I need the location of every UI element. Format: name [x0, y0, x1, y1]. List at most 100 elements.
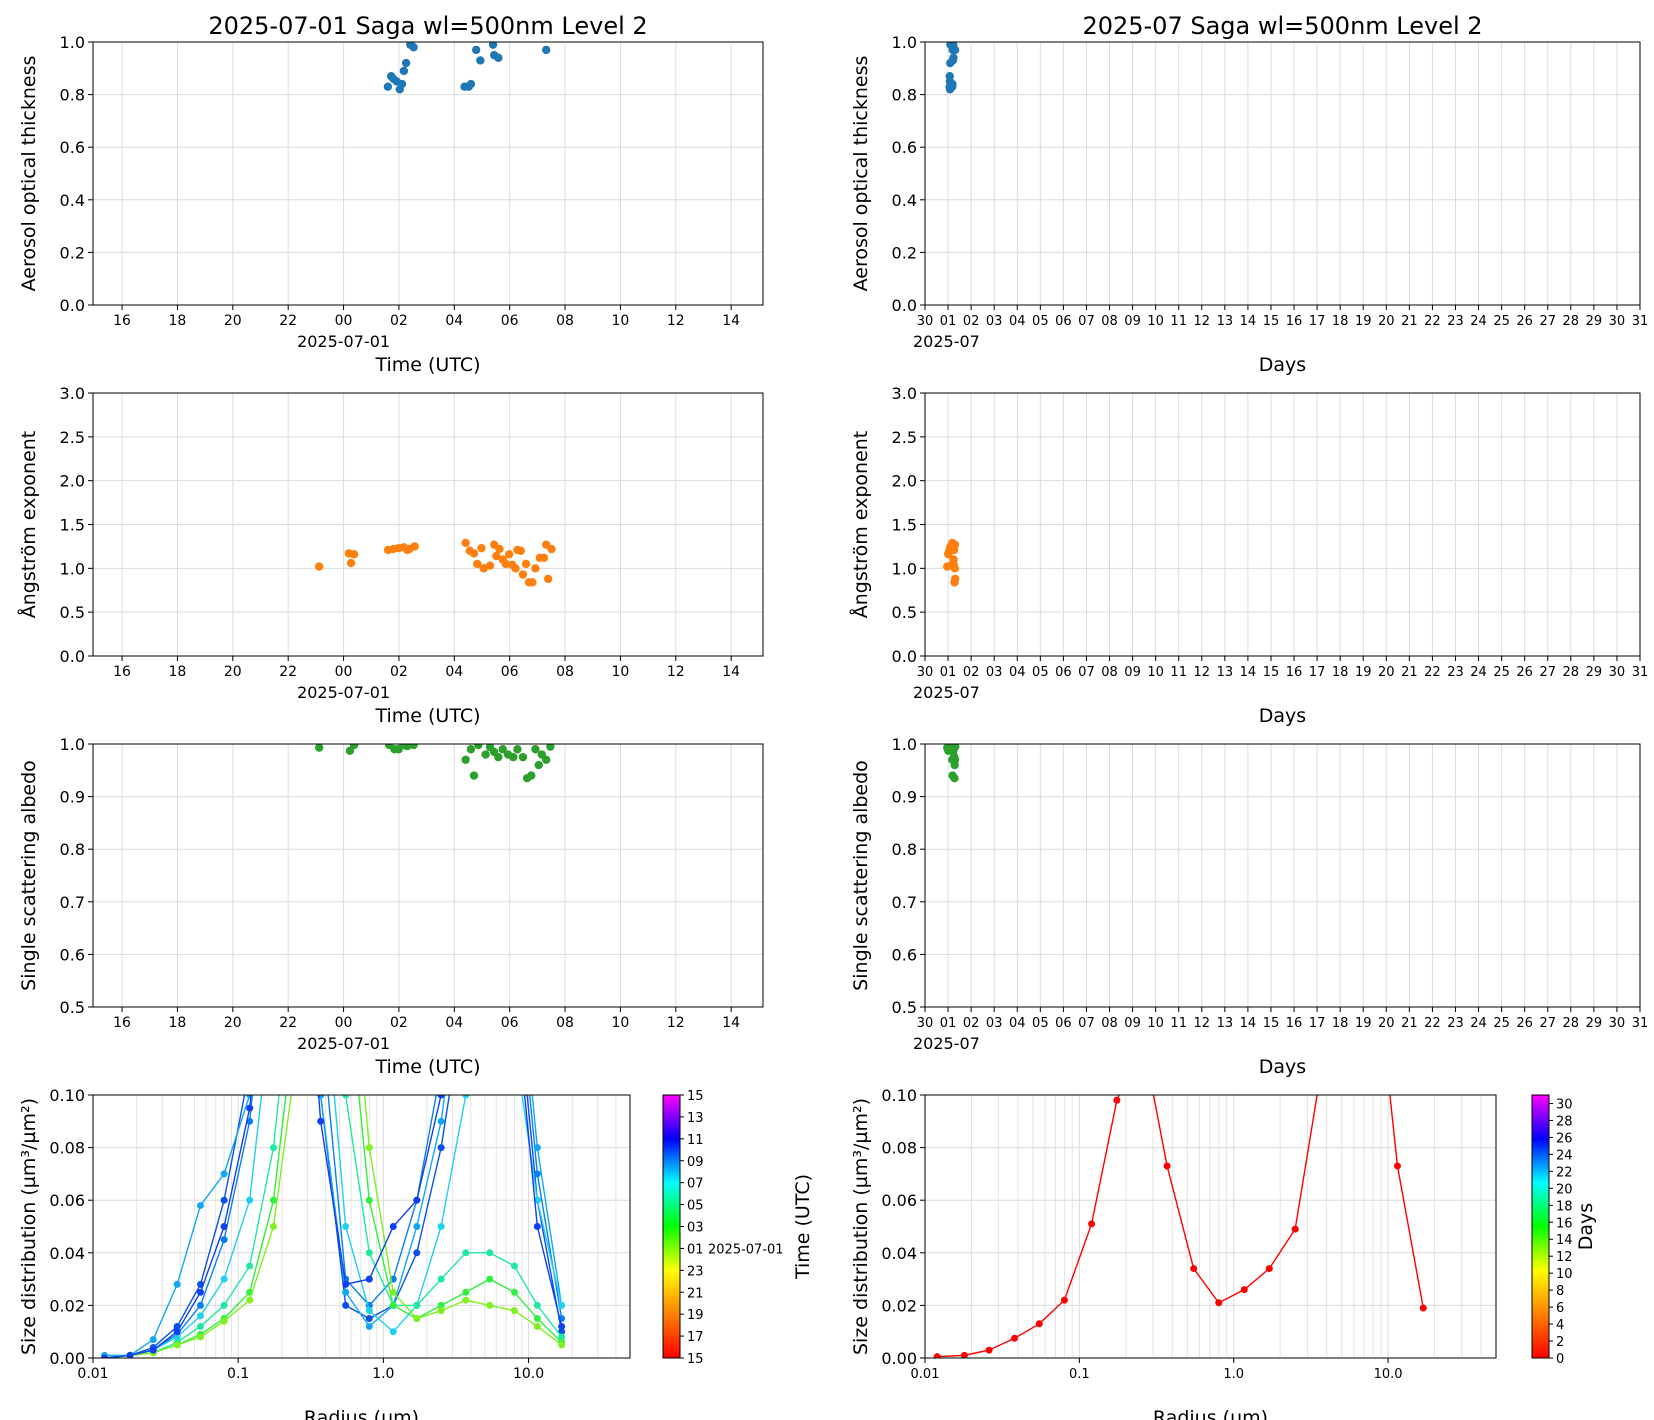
- point: [397, 79, 407, 89]
- y-axis-label: Size distribution (µm³/µm²): [850, 1098, 872, 1355]
- point: [220, 1223, 228, 1230]
- point: [985, 1346, 993, 1354]
- y-tick-label: 2.0: [60, 472, 85, 491]
- point: [1240, 1286, 1248, 1294]
- x-tick-label: 27: [1539, 1016, 1556, 1031]
- chart-title: 2025-07 Saga wl=500nm Level 2: [1082, 12, 1482, 40]
- point: [173, 1333, 181, 1341]
- colorbar-tick-label: 17: [687, 1330, 704, 1345]
- x-tick-label: 22: [1424, 314, 1441, 329]
- x-tick-label: 04: [1009, 314, 1026, 329]
- point: [365, 1315, 373, 1323]
- point: [389, 1288, 397, 1296]
- colorbar-tick-label: 14: [1556, 1233, 1573, 1248]
- x-tick-label: 19: [1355, 314, 1372, 329]
- x-tick-label: 10: [1147, 1016, 1164, 1031]
- point: [951, 744, 960, 751]
- plot-frame: [924, 41, 1641, 306]
- colorbar-tick-label: 07: [687, 1177, 704, 1192]
- point: [547, 544, 556, 554]
- point: [509, 752, 518, 762]
- marks: [314, 744, 555, 783]
- y-tick-label: 1.0: [60, 33, 85, 52]
- x-tick-label: 1.0: [1223, 1367, 1244, 1382]
- y-axis-label: Ångström exponent: [17, 431, 40, 619]
- colorbar-tick-label: 12: [1556, 1250, 1573, 1265]
- point: [510, 1288, 518, 1296]
- y-tick-label: 0.04: [881, 1244, 917, 1263]
- point: [466, 745, 476, 754]
- point: [173, 1328, 181, 1336]
- point: [246, 1196, 254, 1204]
- point: [346, 558, 356, 568]
- x-tick-label: 30: [917, 665, 934, 680]
- y-tick-label: 0.02: [49, 1296, 85, 1315]
- colorbar-tick-label: 2: [1556, 1335, 1564, 1350]
- point: [471, 45, 481, 55]
- point: [950, 755, 960, 764]
- x-axis-label: Time (UTC): [374, 1056, 480, 1078]
- y-tick-label: 0.5: [60, 998, 85, 1017]
- point: [269, 1223, 277, 1230]
- x-axis-label: Radius (µm): [304, 1407, 419, 1420]
- y-axis-label: Single scattering albedo: [850, 760, 872, 991]
- point: [1190, 1265, 1198, 1273]
- point: [196, 1201, 204, 1209]
- panel: 0.01 0.1 1.0 10.0 0.00 0.02 0.04 0.06 0.08 0.10 Ra…: [850, 1086, 1597, 1420]
- plot-frame: [924, 392, 1641, 657]
- x-tick-label: 15: [1263, 665, 1280, 680]
- point: [960, 1351, 968, 1358]
- point: [220, 1275, 228, 1283]
- colorbar-tick-label: 18: [1556, 1199, 1573, 1214]
- x-tick-label: 08: [556, 1015, 574, 1031]
- colorbar-tick-label: 6: [1556, 1301, 1564, 1316]
- y-tick-label: 0.2: [60, 243, 85, 262]
- point: [1393, 1162, 1401, 1170]
- point: [469, 549, 479, 558]
- y-tick-label: 0.0: [60, 647, 85, 666]
- x-tick-label: 28: [1563, 665, 1580, 680]
- x-tick-label: 20: [224, 664, 242, 680]
- colorbar-tick-label: 28: [1556, 1114, 1573, 1129]
- x-tick-label: 30: [1609, 665, 1626, 680]
- point: [149, 1346, 157, 1354]
- y-tick-label: 0.0: [60, 296, 85, 315]
- point: [437, 1095, 445, 1099]
- x-tick-label: 27: [1539, 665, 1556, 680]
- point: [126, 1351, 134, 1358]
- series-line: [937, 1095, 1424, 1358]
- y-tick-label: 0.9: [892, 788, 917, 807]
- y-axis-label: Ångström exponent: [849, 431, 872, 619]
- point: [494, 752, 503, 762]
- marks: [314, 538, 556, 587]
- point: [413, 1196, 421, 1204]
- point: [437, 1117, 445, 1125]
- x-tick-label: 20: [224, 313, 242, 329]
- point: [494, 53, 503, 62]
- series-line: [104, 1095, 563, 1358]
- y-tick-label: 1.0: [892, 33, 917, 52]
- point: [349, 744, 359, 750]
- marks: [943, 744, 960, 783]
- colorbar-tick-label: 19: [687, 1308, 704, 1323]
- x-tick-label: 03: [986, 1016, 1003, 1031]
- x-tick-label: 30: [1609, 1016, 1626, 1031]
- point: [1163, 1162, 1171, 1170]
- x-tick-label: 02: [390, 1015, 408, 1031]
- x-tick-label: 31: [1632, 1016, 1649, 1031]
- x-tick-label: 03: [986, 314, 1003, 329]
- x-axis-label: Time (UTC): [374, 705, 480, 727]
- y-tick-label: 0.06: [881, 1191, 917, 1210]
- x-date-label: 2025-07: [913, 1034, 980, 1053]
- plot-area: [925, 1095, 1496, 1358]
- marks: [100, 1095, 566, 1358]
- marks: [945, 42, 960, 94]
- point: [342, 1095, 350, 1099]
- point: [533, 1301, 541, 1309]
- point: [383, 82, 393, 91]
- point: [437, 1144, 445, 1152]
- point: [477, 543, 486, 553]
- y-tick-label: 0.4: [892, 191, 917, 210]
- x-tick-label: 06: [501, 664, 519, 680]
- point: [246, 1262, 254, 1270]
